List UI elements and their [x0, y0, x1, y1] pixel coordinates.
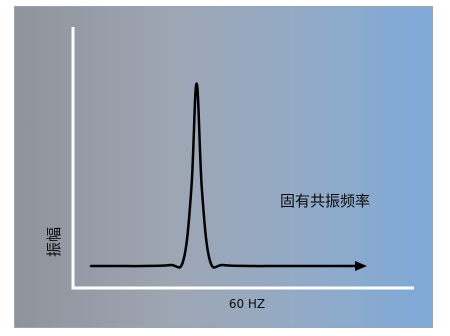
chart-frame: 振幅 60 HZ 固有共振频率	[14, 6, 433, 328]
resonance-curve	[89, 82, 357, 269]
chart: 振幅 60 HZ 固有共振频率	[45, 27, 414, 311]
y-axis-label: 振幅	[45, 227, 63, 257]
x-axis-label: 60 HZ	[229, 297, 265, 311]
peak-annotation: 固有共振频率	[280, 192, 370, 210]
arrowhead	[355, 261, 367, 271]
